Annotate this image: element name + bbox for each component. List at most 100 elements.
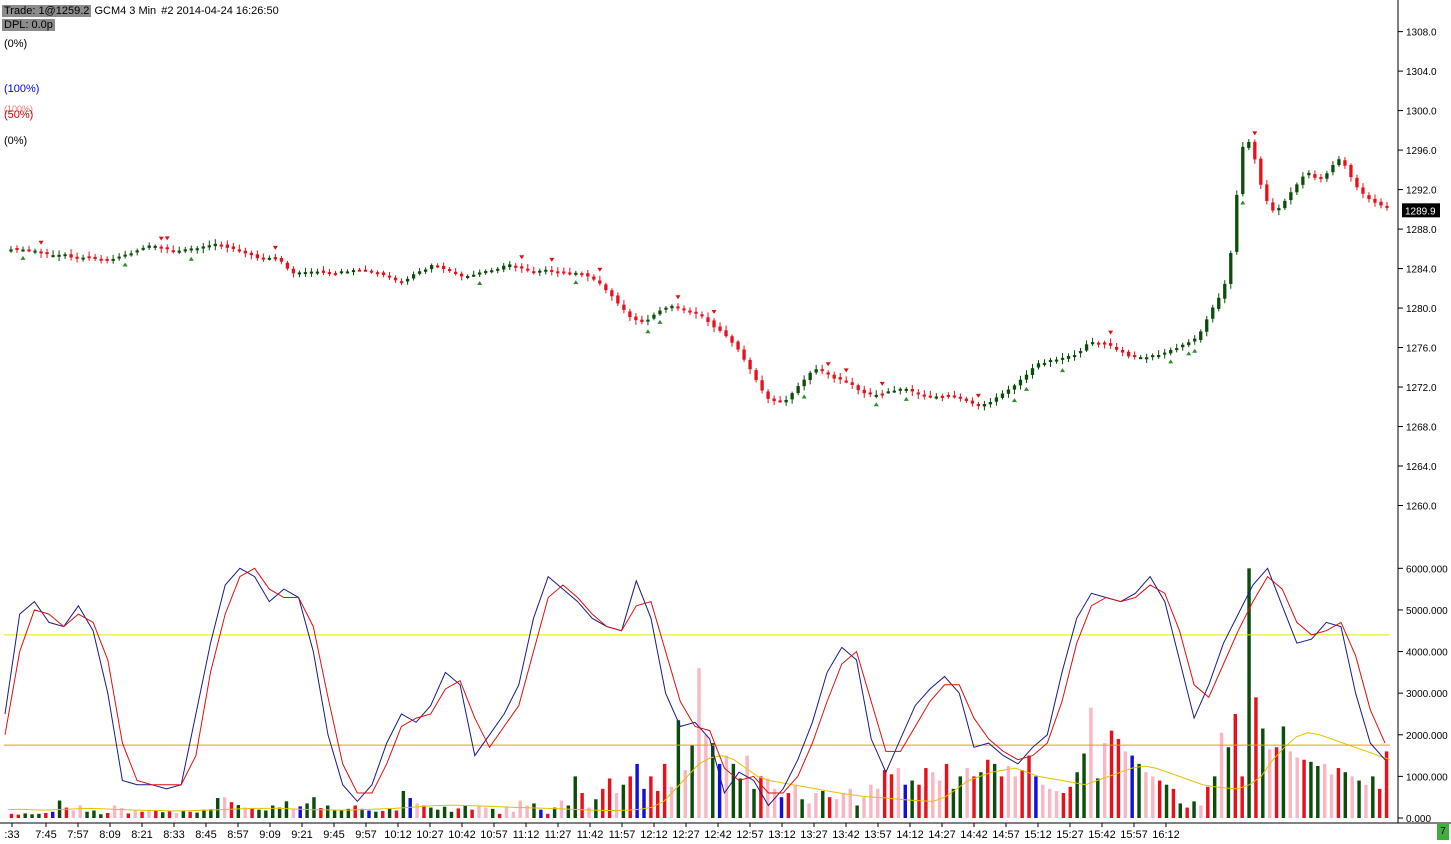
candle-body (610, 290, 614, 297)
candle-body (99, 258, 103, 261)
level-zero-bottom: (0%) (4, 135, 28, 147)
candle-body (309, 271, 314, 274)
volume-bar (387, 808, 392, 818)
volume-bar (1082, 753, 1086, 818)
volume-bar (1343, 772, 1348, 818)
candle-body (862, 389, 866, 394)
candle-body (562, 271, 566, 274)
candle-body (964, 398, 969, 401)
sell-marker (711, 310, 717, 315)
time-tick-label: 9:21 (291, 829, 312, 841)
volume-bar (834, 799, 839, 818)
candle-body (1114, 346, 1119, 350)
info-label: #2 2014-04-24 16:26:50 (161, 5, 279, 17)
volume-bar (1054, 790, 1059, 818)
candle-body (1301, 176, 1305, 185)
volume-bar (766, 778, 770, 818)
last-price-label: 1289.9 (1405, 206, 1436, 217)
lower-tick-label: 5000.000 (1406, 606, 1448, 617)
volume-bar (154, 810, 158, 818)
volume-bar (401, 790, 406, 818)
volume-bar (1219, 732, 1224, 818)
price-tick-label: 1284.0 (1406, 265, 1437, 276)
last-price-tag (1402, 203, 1440, 218)
candle-body (393, 277, 398, 281)
volume-bar (126, 813, 131, 818)
volume-bar (669, 786, 674, 818)
candle-body (1283, 200, 1287, 209)
volume-bar (951, 788, 956, 818)
candle-body (1229, 253, 1233, 284)
volume-bar (174, 813, 179, 818)
volume-bar (539, 809, 543, 818)
dpl-label: DPL: 0.0p (2, 19, 55, 31)
candle-body (994, 397, 999, 402)
volume-bar (353, 805, 357, 818)
volume-bar (697, 668, 701, 818)
buy-marker (573, 280, 579, 285)
candle-body (724, 330, 728, 337)
candle-body (1036, 363, 1041, 368)
candle-body (1048, 360, 1053, 363)
volume-bar (1027, 755, 1031, 818)
buy-marker (1060, 368, 1066, 373)
time-tick-label: 10:12 (384, 829, 412, 841)
volume-bar (566, 805, 571, 818)
volume-bar (64, 807, 69, 818)
candle-body (1385, 205, 1389, 208)
candle-body (201, 246, 205, 249)
candle-body (958, 396, 963, 399)
candle-body (1169, 350, 1173, 354)
candle-body (1163, 352, 1167, 355)
candle-body (363, 269, 368, 272)
candle-body (291, 268, 296, 274)
candle-body (1241, 146, 1245, 195)
candle-body (832, 374, 836, 379)
volume-bar (312, 797, 316, 818)
volume-bar (44, 813, 48, 818)
candle-body (405, 278, 410, 282)
volume-bar (339, 810, 344, 818)
candle-body (75, 256, 79, 259)
candle-body (447, 269, 452, 272)
status-badge[interactable]: 7 (1437, 824, 1449, 840)
candle-body (1223, 283, 1227, 299)
volume-bar (1151, 776, 1155, 818)
volume-bar (690, 745, 694, 818)
volume-bar (1364, 784, 1368, 818)
candle-body (658, 310, 662, 315)
volume-bar (628, 776, 632, 818)
volume-bar (1047, 788, 1052, 818)
candle-body (1355, 177, 1359, 188)
candle-body (754, 370, 758, 381)
time-tick-label: 11:42 (577, 829, 604, 841)
candle-body (237, 249, 241, 252)
chart-header: Trade: 1@1259.2 GCM4 3 Min #2 2014-04-24… (2, 5, 279, 18)
time-tick-label: 8:45 (195, 829, 216, 841)
candle-body (778, 400, 782, 403)
candle-body (856, 385, 860, 391)
candle-body (1211, 307, 1215, 319)
candle-body (532, 271, 536, 274)
volume-bar (1185, 807, 1189, 818)
time-tick-label: 7:45 (35, 829, 56, 841)
candle-body (1120, 349, 1125, 353)
candle-body (375, 272, 380, 275)
symbol-label: GCM4 (94, 5, 127, 17)
candle-body (634, 316, 638, 321)
time-tick-label: 13:57 (864, 829, 892, 841)
lower-tick-label: 6000.000 (1406, 564, 1448, 575)
volume-bar (497, 813, 502, 818)
volume-bar (1075, 772, 1079, 818)
candle-body (111, 258, 115, 261)
lower-tick-label: 4000.000 (1406, 648, 1448, 659)
volume-bar (374, 811, 378, 818)
candle-body (1181, 344, 1185, 348)
volume-bar (896, 768, 901, 818)
volume-bar (504, 806, 509, 818)
candle-body (411, 274, 416, 279)
volume-bar (449, 811, 454, 818)
candle-body (910, 389, 914, 392)
volume-bar (37, 813, 41, 818)
